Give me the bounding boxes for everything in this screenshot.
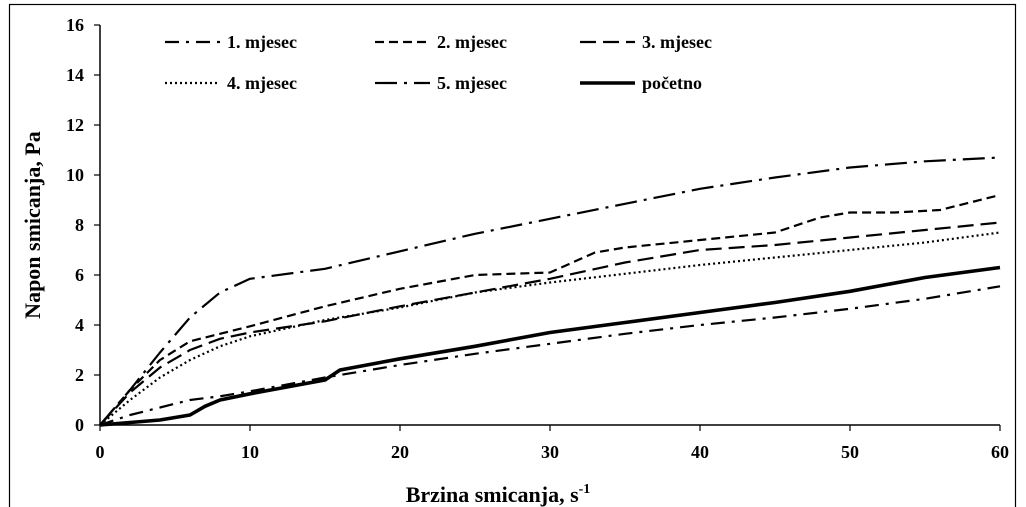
legend: 1. mjesec 2. mjesec 3. mjesec 4. mjesec 5. m… (165, 32, 712, 93)
series-line-6 (99, 265, 1001, 427)
x-tick-label: 40 (691, 442, 709, 462)
y-tick-label: 8 (75, 215, 84, 235)
legend-label-1: 1. mjesec (227, 32, 297, 52)
x-tick-label: 0 (96, 442, 105, 462)
legend-label-6: početno (642, 73, 702, 93)
legend-label-4: 4. mjesec (227, 73, 297, 93)
y-tick-label: 16 (66, 15, 84, 35)
ticks-group: 0 2 4 6 8 10 12 14 16 0 10 20 30 40 50 60 (66, 15, 1009, 462)
legend-label-2: 2. mjesec (437, 32, 507, 52)
legend-label-3: 3. mjesec (642, 32, 712, 52)
x-tick-label: 50 (841, 442, 859, 462)
x-tick-label: 10 (241, 442, 259, 462)
x-axis-title-superscript: -1 (579, 482, 591, 497)
y-tick-label: 0 (75, 415, 84, 435)
y-tick-label: 6 (75, 265, 84, 285)
y-tick-label: 4 (75, 315, 84, 335)
y-tick-label: 14 (66, 65, 84, 85)
series-line-3 (99, 221, 1001, 426)
x-tick-label: 20 (391, 442, 409, 462)
series-line-5 (99, 156, 1001, 426)
chart-area-frame (8, 3, 1017, 507)
y-tick-label: 12 (66, 115, 84, 135)
x-axis-title: Brzina smicanja, s-1 (406, 482, 591, 507)
legend-label-5: 5. mjesec (437, 73, 507, 93)
y-axis-title: Napon smicanja, Pa (20, 131, 45, 319)
x-axis-title-main: Brzina smicanja, s (406, 482, 579, 507)
series-line-2 (99, 193, 1001, 426)
y-tick-label: 2 (75, 365, 84, 385)
series-line-4 (99, 231, 1001, 426)
x-tick-label: 30 (541, 442, 559, 462)
series-group (99, 156, 1001, 427)
series-line-1 (99, 285, 1001, 427)
y-tick-label: 10 (66, 165, 84, 185)
x-tick-label: 60 (991, 442, 1009, 462)
